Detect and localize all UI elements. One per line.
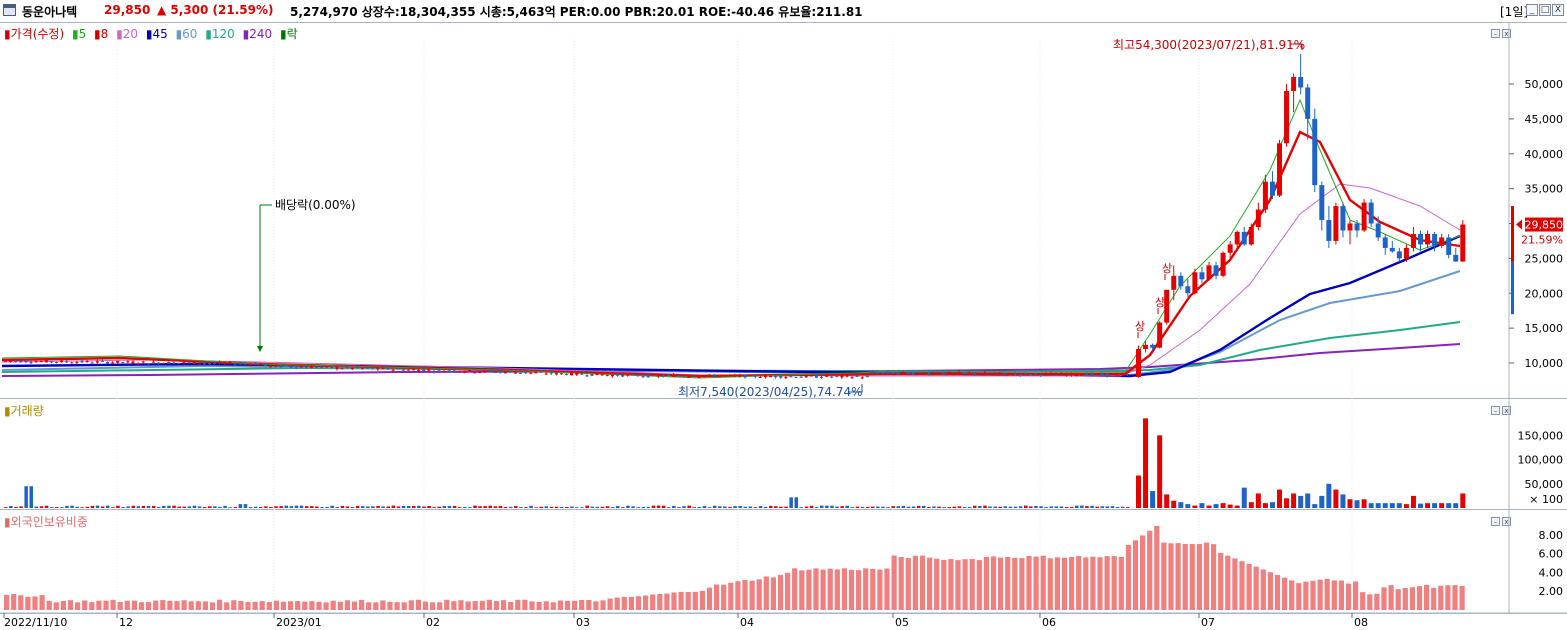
date-tick-label: 08 bbox=[1354, 616, 1368, 629]
title-bar: 동운아나텍 29,850 ▲ 5,300 (21.59%) 5,274,970 … bbox=[0, 0, 1567, 23]
date-tick-label: 04 bbox=[740, 616, 754, 629]
date-tick-label: 03 bbox=[576, 616, 590, 629]
date-tick-label: 05 bbox=[895, 616, 909, 629]
foreign-legend: ▮외국인보유비중 bbox=[4, 515, 88, 529]
date-tick-label: 12 bbox=[119, 616, 133, 629]
volume-panel[interactable]: ▮거래량 – x bbox=[0, 399, 1567, 510]
legend-item-ma5: ▮5 bbox=[71, 27, 87, 41]
legend-item-ma20: ▮20 bbox=[116, 27, 139, 41]
window-icon[interactable] bbox=[3, 4, 16, 16]
panel-close-icon[interactable]: x bbox=[1502, 406, 1511, 415]
panel-buttons: – x bbox=[1489, 25, 1511, 39]
stock-name: 동운아나텍 bbox=[22, 5, 78, 19]
price-panel[interactable]: ▮가격(수정) ▮5 ▮8 ▮20 ▮45 ▮60 ▮120 ▮240 ▮락 –… bbox=[0, 22, 1567, 399]
date-tick-label: 2022/11/10 bbox=[4, 616, 67, 629]
panel-minimize-icon[interactable]: – bbox=[1491, 29, 1500, 38]
date-tick-label: 2023/01 bbox=[276, 616, 322, 629]
close-icon[interactable]: X bbox=[1552, 4, 1564, 16]
stock-price: 29,850 bbox=[104, 3, 151, 17]
date-tick-label: 02 bbox=[426, 616, 440, 629]
volume-panel-buttons: – x bbox=[1489, 402, 1511, 416]
legend-item-ma60: ▮60 bbox=[175, 27, 198, 41]
foreign-ownership-panel[interactable]: ▮외국인보유비중 – x bbox=[0, 510, 1567, 614]
panel-minimize-icon[interactable]: – bbox=[1491, 517, 1500, 526]
legend-item-ma240: ▮240 bbox=[242, 27, 273, 41]
legend-item-ma45: ▮45 bbox=[145, 27, 168, 41]
maximize-icon[interactable]: □ bbox=[1539, 4, 1551, 16]
panel-close-icon[interactable]: x bbox=[1502, 29, 1511, 38]
stock-stats: 5,274,970 상장수:18,304,355 시총:5,463억 PER:0… bbox=[290, 5, 863, 19]
date-tick-label: 07 bbox=[1201, 616, 1215, 629]
period-selector[interactable]: [1일] bbox=[1500, 5, 1529, 19]
panel-close-icon[interactable]: x bbox=[1502, 517, 1511, 526]
volume-legend: ▮거래량 bbox=[4, 404, 44, 418]
foreign-panel-buttons: – x bbox=[1489, 513, 1511, 527]
legend-item-ex-div: ▮락 bbox=[279, 27, 298, 41]
panel-minimize-icon[interactable]: – bbox=[1491, 406, 1500, 415]
legend-item-price: ▮가격(수정) bbox=[4, 27, 65, 41]
legend-item-ma120: ▮120 bbox=[205, 27, 235, 41]
legend-item-ma8: ▮8 bbox=[94, 27, 109, 41]
date-tick-label: 06 bbox=[1042, 616, 1056, 629]
price-legend: ▮가격(수정) ▮5 ▮8 ▮20 ▮45 ▮60 ▮120 ▮240 ▮락 bbox=[4, 25, 302, 42]
price-change: ▲ 5,300 (21.59%) bbox=[157, 3, 274, 17]
minimize-icon[interactable]: _ bbox=[1526, 4, 1538, 16]
